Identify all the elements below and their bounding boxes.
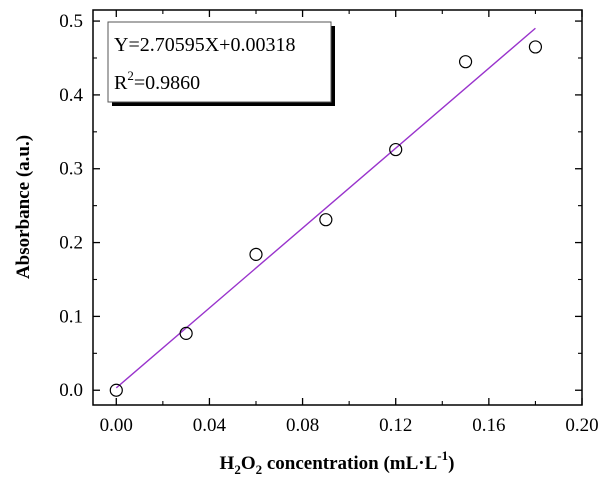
x-tick-label: 0.04	[193, 415, 227, 436]
y-axis: 0.0 0.1 0.2 0.3 0.4 0.5	[59, 11, 582, 401]
y-tick-label: 0.3	[59, 159, 83, 180]
x-axis-title: H2O2 concentration (mL·L-1)	[220, 448, 455, 477]
x-tick-label: 0.08	[286, 415, 319, 436]
x-title-sub1: 2	[234, 462, 241, 477]
x-axis: 0.00 0.04 0.08 0.12 0.16 0.20	[100, 10, 599, 436]
data-point	[249, 247, 263, 261]
x-tick-label: 0.00	[100, 415, 133, 436]
data-point	[389, 142, 403, 157]
r2-value: =0.9860	[134, 72, 200, 94]
x-tick-label: 0.12	[379, 415, 412, 436]
y-tick-label: 0.5	[59, 11, 83, 32]
y-tick-label: 0.0	[59, 380, 83, 401]
y-tick-label: 0.4	[59, 85, 83, 106]
r-squared-text: R2=0.9860	[114, 68, 200, 94]
equation-text: Y=2.70595X+0.00318	[114, 34, 295, 56]
x-title-h: H	[220, 453, 235, 474]
r2-prefix: R	[114, 72, 128, 94]
plot-frame	[92, 9, 583, 406]
y-axis-title: Absorbance (a.u.)	[13, 135, 34, 279]
data-point	[528, 40, 543, 54]
x-title-sub2: 2	[256, 462, 263, 477]
x-title-end: )	[448, 453, 454, 474]
equation-box	[107, 21, 332, 103]
data-point	[458, 55, 473, 69]
x-tick-label: 0.16	[472, 415, 505, 436]
y-tick-label: 0.2	[59, 233, 83, 254]
data-points	[109, 40, 543, 397]
data-point	[319, 213, 333, 227]
r2-superscript: 2	[127, 68, 134, 83]
x-title-sup: -1	[437, 448, 448, 463]
x-tick-label: 0.20	[565, 415, 598, 436]
x-title-o: O	[241, 453, 256, 474]
data-point	[179, 326, 193, 340]
data-point	[109, 383, 123, 397]
y-tick-label: 0.1	[59, 306, 83, 327]
x-title-rest: concentration (mL·L	[262, 453, 437, 474]
